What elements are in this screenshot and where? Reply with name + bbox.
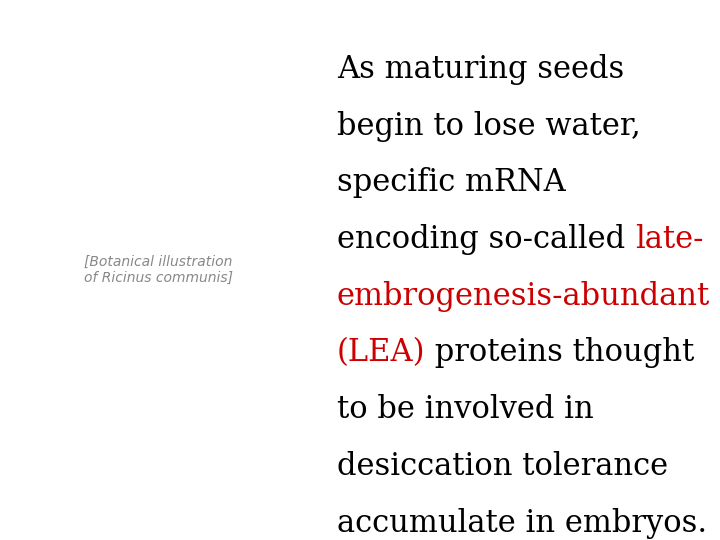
Text: embrogenesis-abundant: embrogenesis-abundant (337, 281, 710, 312)
Text: to be involved in: to be involved in (337, 394, 594, 425)
Text: proteins thought: proteins thought (426, 338, 695, 368)
Text: accumulate in embryos.: accumulate in embryos. (337, 508, 707, 538)
Text: desiccation tolerance: desiccation tolerance (337, 451, 668, 482)
Text: [Botanical illustration
of Ricinus communis]: [Botanical illustration of Ricinus commu… (84, 255, 233, 285)
Text: encoding so-called: encoding so-called (337, 224, 635, 255)
Text: As maturing seeds: As maturing seeds (337, 54, 624, 85)
Text: begin to lose water,: begin to lose water, (337, 111, 641, 141)
Text: (LEA): (LEA) (337, 338, 426, 368)
Text: late-: late- (635, 224, 703, 255)
Text: specific mRNA: specific mRNA (337, 167, 566, 198)
